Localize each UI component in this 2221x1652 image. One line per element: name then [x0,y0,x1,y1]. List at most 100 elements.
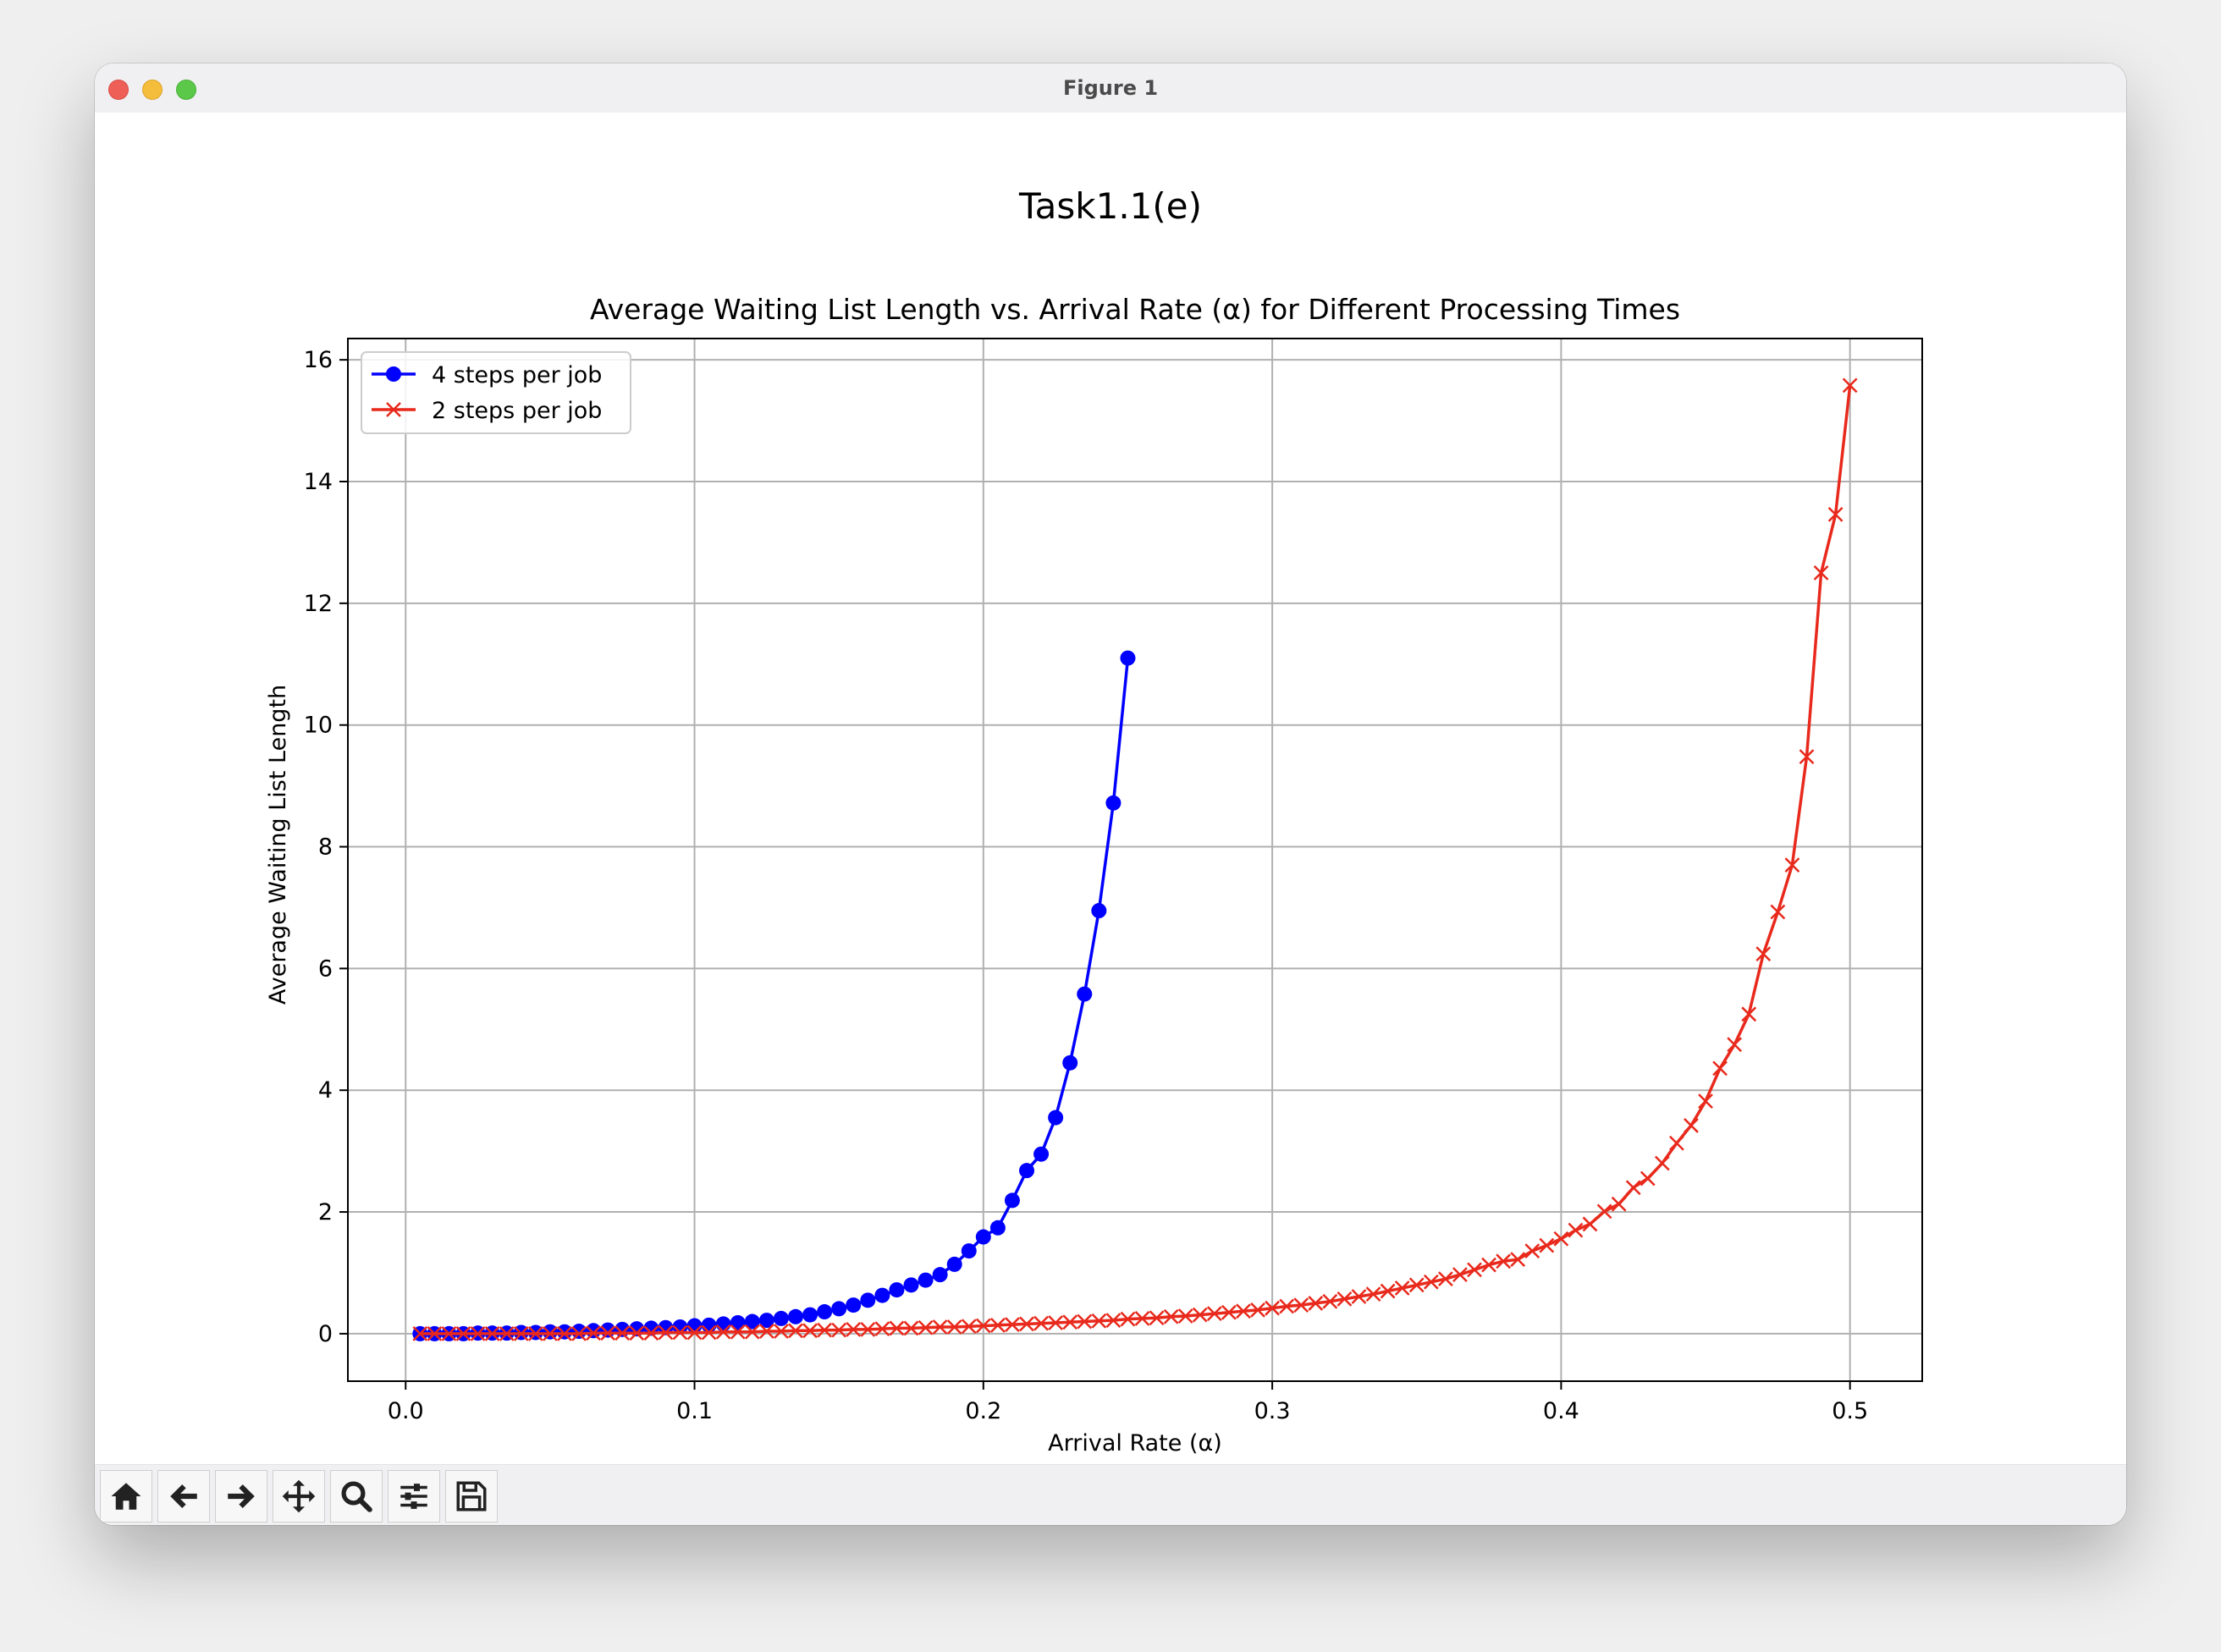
data-point [470,1326,486,1341]
data-point [831,1301,847,1317]
series-layer [412,377,1858,1341]
data-point [586,1325,601,1341]
save-button[interactable] [445,1470,498,1523]
data-point [730,1324,746,1340]
data-point [1611,1196,1627,1212]
data-point [672,1319,688,1335]
data-point [932,1319,948,1335]
plot-area-frame [347,338,1923,1382]
data-point [1684,1118,1699,1133]
window-title: Figure 1 [1062,76,1159,100]
data-point [1149,1310,1165,1326]
series-line [420,385,1852,1335]
data-point [1596,1203,1612,1220]
data-point [1062,1055,1078,1071]
data-point [903,1277,919,1293]
legend[interactable]: 4 steps per job 2 steps per job [361,351,631,434]
series-1 [412,650,1136,1341]
data-point [1727,1037,1743,1053]
data-point [701,1324,717,1341]
title-bar[interactable]: Figure 1 [95,63,2126,113]
data-point [557,1326,572,1341]
plot-svg: Task1.1(e) Average Waiting List Length v… [265,185,1923,1457]
data-point [817,1322,833,1338]
data-point [773,1310,789,1326]
data-point [1654,1155,1670,1171]
navigation-toolbar [95,1464,2126,1525]
series-2 [412,377,1858,1341]
minimize-button[interactable] [142,80,163,100]
figure-canvas[interactable]: Task1.1(e) Average Waiting List Length v… [95,113,2126,1525]
back-button[interactable] [157,1470,210,1523]
data-point [788,1323,803,1339]
data-point [1120,1311,1136,1327]
data-point [1206,1306,1222,1322]
data-point [643,1325,659,1341]
data-point [874,1321,890,1337]
data-point [1308,1296,1324,1311]
data-point [600,1322,616,1338]
data-point [1033,1146,1050,1162]
data-point [846,1321,862,1337]
y-tick-label: 8 [318,834,333,861]
data-point [1698,1093,1713,1110]
pan-button[interactable] [273,1470,325,1523]
data-point [1091,903,1107,919]
data-point [1048,1315,1064,1330]
data-point [1380,1283,1396,1299]
data-point [1669,1135,1684,1151]
data-point [600,1325,616,1341]
data-point [1105,795,1122,811]
data-point [701,1317,717,1333]
data-point [889,1320,905,1336]
data-point [1452,1267,1468,1283]
y-tick-label: 4 [318,1077,333,1104]
data-point [932,1267,948,1283]
data-point [860,1321,876,1337]
configure-subplots-icon [400,1484,427,1509]
data-point [499,1326,515,1341]
data-point [1625,1180,1641,1196]
data-point [903,1320,919,1336]
back-arrow-icon [170,1484,197,1508]
x-tick-label: 0.1 [676,1398,713,1424]
tick-layer: 0.0 0.1 0.2 0.3 0.4 0.5 0 2 4 6 8 10 12 14 16 [304,347,1869,1424]
zoom-to-rect-button[interactable] [330,1470,383,1523]
data-point [744,1313,760,1330]
data-point [1019,1316,1034,1332]
data-point [556,1324,572,1340]
close-button[interactable] [108,80,129,100]
data-point [629,1325,645,1341]
data-point [1539,1237,1555,1253]
data-point [543,1326,558,1341]
data-point [1640,1170,1656,1187]
figure-window: Figure 1 Task1.1(e) Average Waiting List… [95,63,2126,1525]
data-point [1481,1257,1496,1273]
data-point [744,1324,760,1340]
data-point [831,1322,847,1338]
configure-subplots-button[interactable] [388,1470,440,1523]
data-point [1293,1297,1309,1313]
data-point [672,1324,688,1341]
data-point [542,1324,558,1340]
x-tick-label: 0.0 [388,1398,424,1424]
home-button[interactable] [100,1470,152,1523]
data-point [1279,1298,1295,1314]
zoom-button[interactable] [176,80,196,100]
data-point [1033,1315,1049,1331]
data-point [1019,1163,1035,1179]
data-point [614,1325,631,1341]
data-point [1784,857,1800,873]
y-tick-label: 14 [304,469,333,495]
data-point [412,1326,428,1341]
data-point [1163,1308,1179,1324]
data-point [427,1326,443,1341]
y-tick-label: 16 [304,347,333,373]
data-point [1077,986,1093,1002]
data-point [571,1324,587,1340]
data-point [1192,1307,1208,1323]
forward-button[interactable] [215,1470,267,1523]
data-point [802,1323,818,1339]
y-tick-label: 6 [318,955,333,982]
x-tick-label: 0.2 [965,1398,1001,1424]
